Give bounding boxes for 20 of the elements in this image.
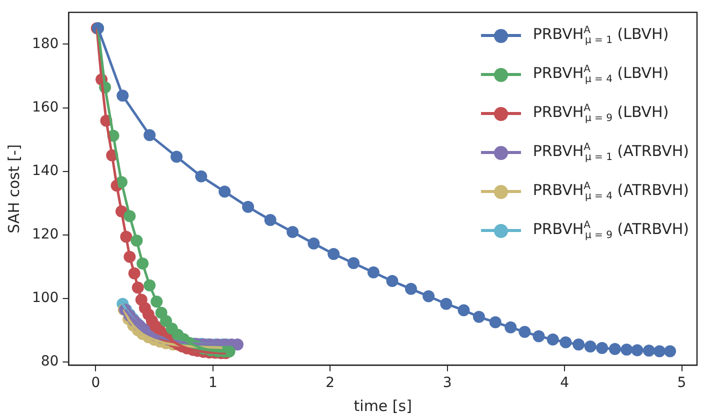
x-tick-label: 1 <box>208 375 218 392</box>
y-tick-label: 120 <box>32 226 59 243</box>
y-tick-label: 140 <box>32 162 59 179</box>
y-tick-label: 100 <box>32 290 59 306</box>
x-axis-title: time [s] <box>354 396 412 415</box>
legend-label: PRBVH$^{A}$$_{μ = 4}$ (ATRBVH) <box>532 180 689 204</box>
legend-label: PRBVH$^{A}$$_{μ = 4}$ (LBVH) <box>532 63 669 87</box>
y-axis-title: SAH cost [-] <box>4 144 23 234</box>
x-tick-label: 0 <box>91 375 100 392</box>
legend-label: PRBVH$^{A}$$_{μ = 1}$ (LBVH) <box>532 24 669 48</box>
x-tick-label: 3 <box>442 375 452 392</box>
x-tick-label: 4 <box>560 375 570 392</box>
legend-label: PRBVH$^{A}$$_{μ = 9}$ (ATRBVH) <box>532 219 689 243</box>
y-tick-label: 180 <box>32 36 59 52</box>
x-tick-label: 5 <box>677 375 686 392</box>
legend-label: PRBVH$^{A}$$_{μ = 1}$ (ATRBVH) <box>532 141 689 165</box>
x-tick-label: 2 <box>326 375 335 392</box>
y-tick-label: 160 <box>32 99 59 116</box>
legend-label: PRBVH$^{A}$$_{μ = 9}$ (LBVH) <box>532 102 669 126</box>
y-tick-label: 80 <box>40 354 59 370</box>
